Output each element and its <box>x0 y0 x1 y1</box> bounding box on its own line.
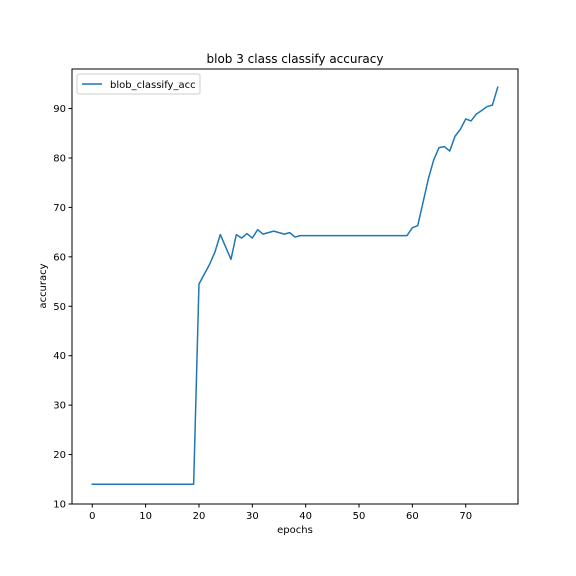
y-tick-label: 90 <box>53 104 66 115</box>
legend-label: blob_classify_acc <box>110 80 196 91</box>
x-tick-label: 10 <box>139 511 152 522</box>
x-tick-label: 0 <box>89 511 95 522</box>
chart-title: blob 3 class classify accuracy <box>207 52 384 66</box>
legend: blob_classify_acc <box>76 73 201 95</box>
x-axis-label: epochs <box>277 525 313 536</box>
x-tick-label: 20 <box>193 511 206 522</box>
plot-frame <box>71 68 519 505</box>
y-tick-label: 40 <box>53 351 66 362</box>
series-line-blob-classify-acc <box>91 86 499 485</box>
y-tick-label: 80 <box>53 153 66 164</box>
legend-frame <box>76 73 201 95</box>
x-tick-label: 60 <box>406 511 419 522</box>
plot-area <box>72 69 518 504</box>
y-tick-label: 30 <box>53 401 66 412</box>
y-tick-label: 50 <box>53 302 66 313</box>
y-tick-label: 10 <box>53 500 66 511</box>
y-tick-label: 20 <box>53 450 66 461</box>
y-tick-label: 60 <box>53 252 66 263</box>
x-tick-label: 40 <box>299 511 312 522</box>
x-axis: 0 10 20 30 40 50 60 70 <box>89 504 472 522</box>
series-layer <box>91 86 499 485</box>
y-tick-label: 70 <box>53 203 66 214</box>
plot-background <box>72 69 518 504</box>
x-tick-label: 50 <box>353 511 366 522</box>
x-tick-label: 70 <box>459 511 472 522</box>
y-axis-label: accuracy <box>38 263 49 308</box>
y-axis: 10 20 30 40 50 60 70 80 90 <box>53 104 72 511</box>
x-tick-label: 30 <box>246 511 259 522</box>
